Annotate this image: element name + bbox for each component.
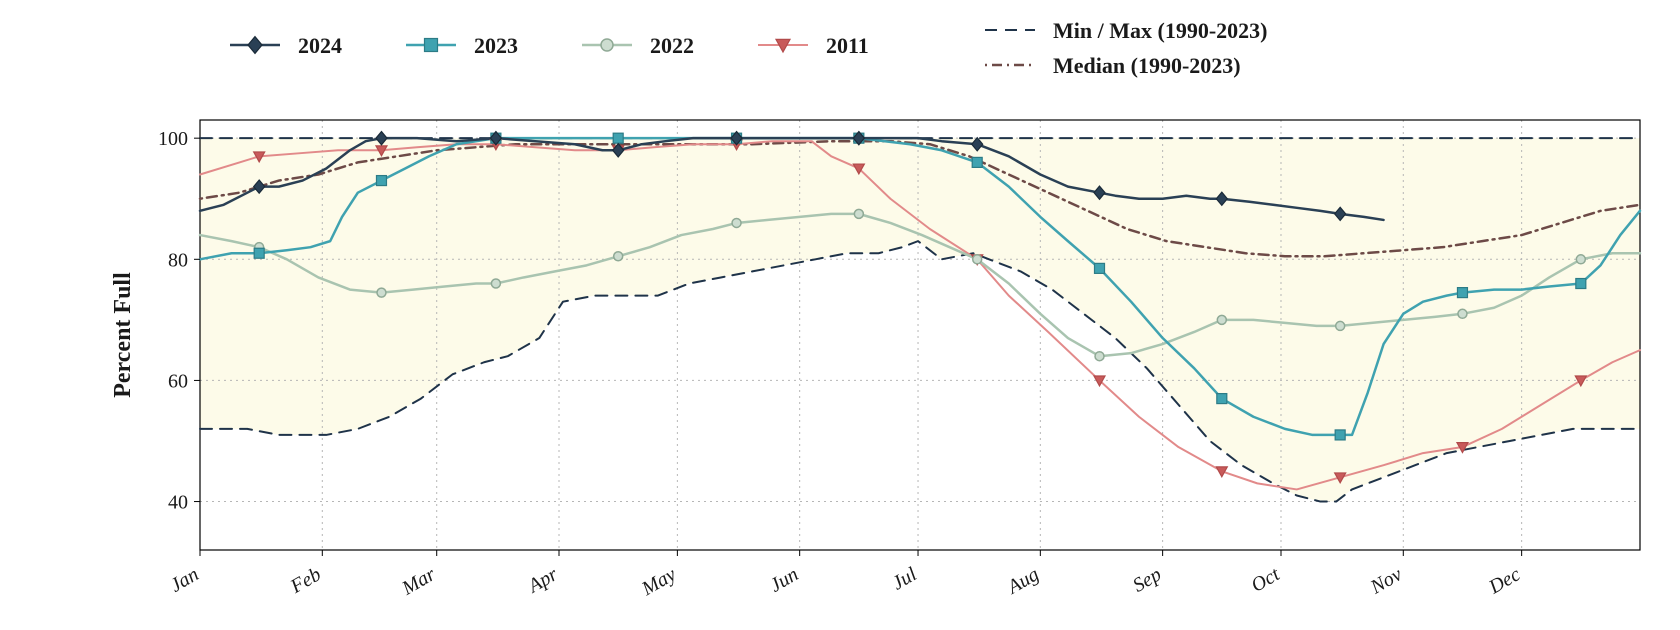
ytick-label: 80: [168, 249, 188, 271]
marker: [377, 288, 386, 297]
minmax-band: [200, 138, 1640, 501]
marker: [1217, 394, 1227, 404]
marker: [1095, 263, 1105, 273]
ytick-label: 40: [168, 492, 188, 514]
chart-svg: 40 60 80 100 Jan Feb Mar Apr May Jun Jul Aug Sep Oct N…: [0, 0, 1680, 630]
marker: [614, 252, 623, 261]
marker: [1576, 255, 1585, 264]
marker: [376, 176, 386, 186]
marker: [248, 37, 262, 54]
marker: [732, 218, 741, 227]
legend-label: 2023: [474, 33, 518, 58]
marker: [425, 39, 438, 52]
legend-label: 2022: [650, 33, 694, 58]
xtick-label: Aug: [1002, 563, 1043, 599]
xtick-label: Feb: [286, 563, 325, 598]
marker: [854, 209, 863, 218]
marker: [1576, 279, 1586, 289]
ytick-label: 100: [158, 128, 188, 150]
xtick-label: Nov: [1366, 563, 1406, 599]
marker: [1095, 352, 1104, 361]
legend-label: Min / Max (1990-2023): [1053, 18, 1267, 43]
marker: [254, 248, 264, 258]
xtick-label: Jun: [766, 563, 802, 596]
xtick-label: May: [637, 563, 680, 600]
marker: [973, 255, 982, 264]
y-axis-label: Percent Full: [110, 272, 136, 398]
ytick-label: 60: [168, 370, 188, 392]
marker: [1336, 321, 1345, 330]
legend-label: Median (1990-2023): [1053, 53, 1241, 78]
xtick-label: Dec: [1484, 563, 1524, 599]
xtick-label: Mar: [398, 563, 440, 600]
reservoir-percent-full-chart: 40 60 80 100 Jan Feb Mar Apr May Jun Jul Aug Sep Oct N…: [0, 0, 1680, 630]
marker: [1217, 315, 1226, 324]
legend-label: 2024: [298, 33, 342, 58]
xtick-label: Apr: [523, 563, 562, 598]
xtick-label: Oct: [1247, 563, 1283, 597]
marker: [491, 279, 500, 288]
marker: [1457, 288, 1467, 298]
marker: [601, 39, 613, 51]
marker: [1335, 430, 1345, 440]
marker: [1458, 309, 1467, 318]
marker: [613, 133, 623, 143]
xtick-label: Sep: [1129, 563, 1165, 596]
marker: [972, 157, 982, 167]
legend-label: 2011: [826, 33, 869, 58]
xtick-label: Jan: [166, 563, 202, 596]
xtick-label: Jul: [888, 563, 921, 594]
